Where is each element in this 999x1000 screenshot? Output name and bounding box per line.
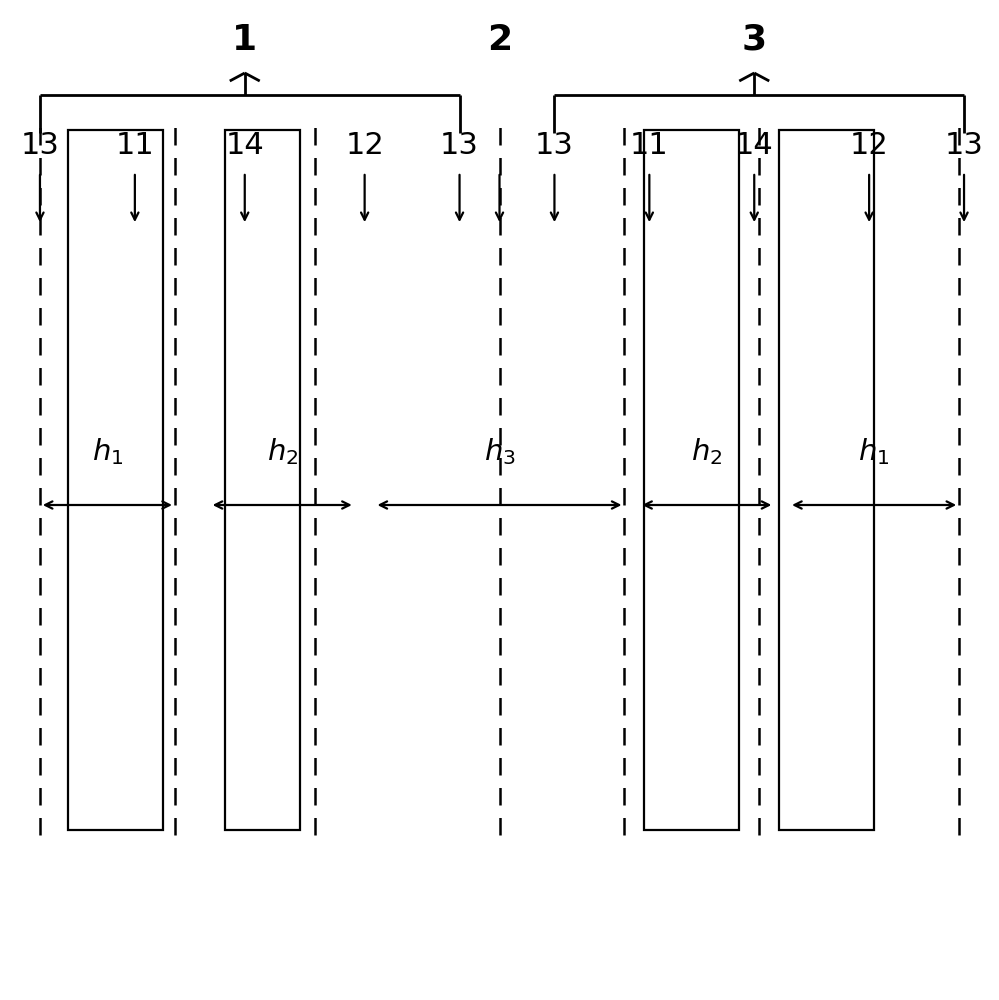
Text: $h_3$: $h_3$: [484, 436, 515, 467]
Text: 14: 14: [735, 130, 773, 159]
Text: $h_1$: $h_1$: [92, 436, 123, 467]
Bar: [225, 130, 300, 830]
Text: 13: 13: [21, 130, 59, 159]
Text: 12: 12: [346, 130, 384, 159]
Text: $h_2$: $h_2$: [267, 436, 298, 467]
Text: 13: 13: [945, 130, 983, 159]
Text: 12: 12: [850, 130, 888, 159]
Text: $h_2$: $h_2$: [691, 436, 722, 467]
Bar: [644, 130, 739, 830]
Bar: [779, 130, 874, 830]
Text: 13: 13: [535, 130, 573, 159]
Text: 11: 11: [630, 130, 668, 159]
Text: $h_1$: $h_1$: [858, 436, 890, 467]
Text: 1: 1: [232, 23, 258, 57]
Text: 14: 14: [226, 130, 264, 159]
Text: 3: 3: [741, 23, 767, 57]
Text: 11: 11: [116, 130, 154, 159]
Bar: [68, 130, 163, 830]
Text: 2: 2: [487, 23, 512, 57]
Text: 13: 13: [441, 130, 479, 159]
